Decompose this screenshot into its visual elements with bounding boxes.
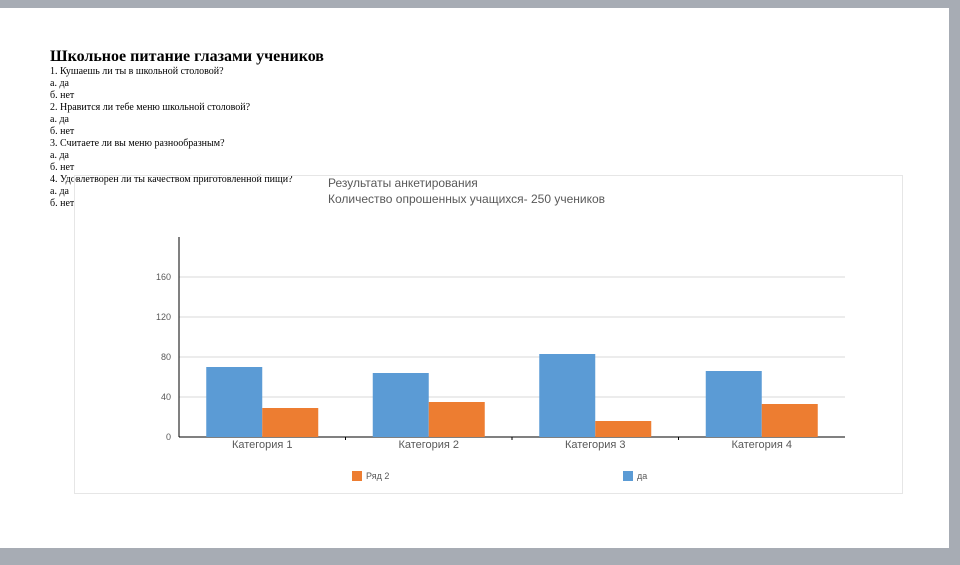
answer-4a: а. да	[50, 186, 69, 197]
question-2: 2. Нравится ли тебе меню школьной столов…	[50, 102, 251, 113]
answer-3a: а. да	[50, 150, 69, 161]
answer-2a: а. да	[50, 114, 69, 125]
legend-item-series-2[interactable]: Ряд 2	[352, 471, 389, 481]
question-3: 3. Считаете ли вы меню разнообразным?	[50, 138, 225, 149]
legend-swatch-series-2	[352, 471, 362, 481]
bar-series-1-cat-2	[372, 373, 429, 437]
legend-label-series-1: да	[637, 471, 648, 481]
bar-series-2-cat-4	[761, 404, 818, 437]
legend-label-series-2: Ряд 2	[366, 471, 390, 481]
bar-chart: 0 40 80 120 160 Категория 1 Категория 2 Категор…	[156, 237, 845, 451]
chart-title: Результаты анкетирования	[328, 176, 478, 190]
legend-item-series-1[interactable]: да	[623, 471, 647, 481]
chart-subtitle: Количество опрошенных учащихся- 250 учен…	[328, 192, 606, 206]
chart-area[interactable]	[74, 175, 903, 494]
answer-3b: б. нет	[50, 162, 75, 173]
y-tick-label-40: 40	[161, 392, 171, 402]
answer-1b: б. нет	[50, 90, 75, 101]
answer-2b: б. нет	[50, 126, 75, 137]
slide: Школьное питание глазами учеников 1. Куш…	[0, 8, 949, 548]
answer-1a: а. да	[50, 78, 69, 89]
bar-series-2-cat-3	[595, 421, 652, 437]
y-tick-label-160: 160	[156, 272, 171, 282]
document-title: Школьное питание глазами учеников	[50, 48, 324, 65]
bar-series-1-cat-4	[705, 371, 762, 437]
question-1: 1. Кушаешь ли ты в школьной столовой?	[50, 66, 224, 77]
document-text: Школьное питание глазами учеников 1. Куш…	[50, 48, 470, 210]
x-tick-label-2: Категория 2	[398, 439, 459, 451]
bar-series-2-cat-2	[428, 402, 485, 437]
x-tick-label-4: Категория 4	[731, 439, 792, 451]
legend-swatch-series-1	[623, 471, 633, 481]
y-tick-label-0: 0	[166, 432, 171, 442]
x-tick-label-3: Категория 3	[565, 439, 626, 451]
y-tick-label-80: 80	[161, 352, 171, 362]
question-4: 4. Удовлетворен ли ты качеством приготов…	[50, 174, 293, 185]
y-tick-label-120: 120	[156, 312, 171, 322]
answer-4b: б. нет	[50, 198, 75, 209]
bar-series-1-cat-3	[539, 354, 596, 437]
bar-series-1-cat-1	[206, 367, 263, 437]
x-tick-label-1: Категория 1	[232, 439, 293, 451]
bar-series-2-cat-1	[262, 408, 319, 437]
